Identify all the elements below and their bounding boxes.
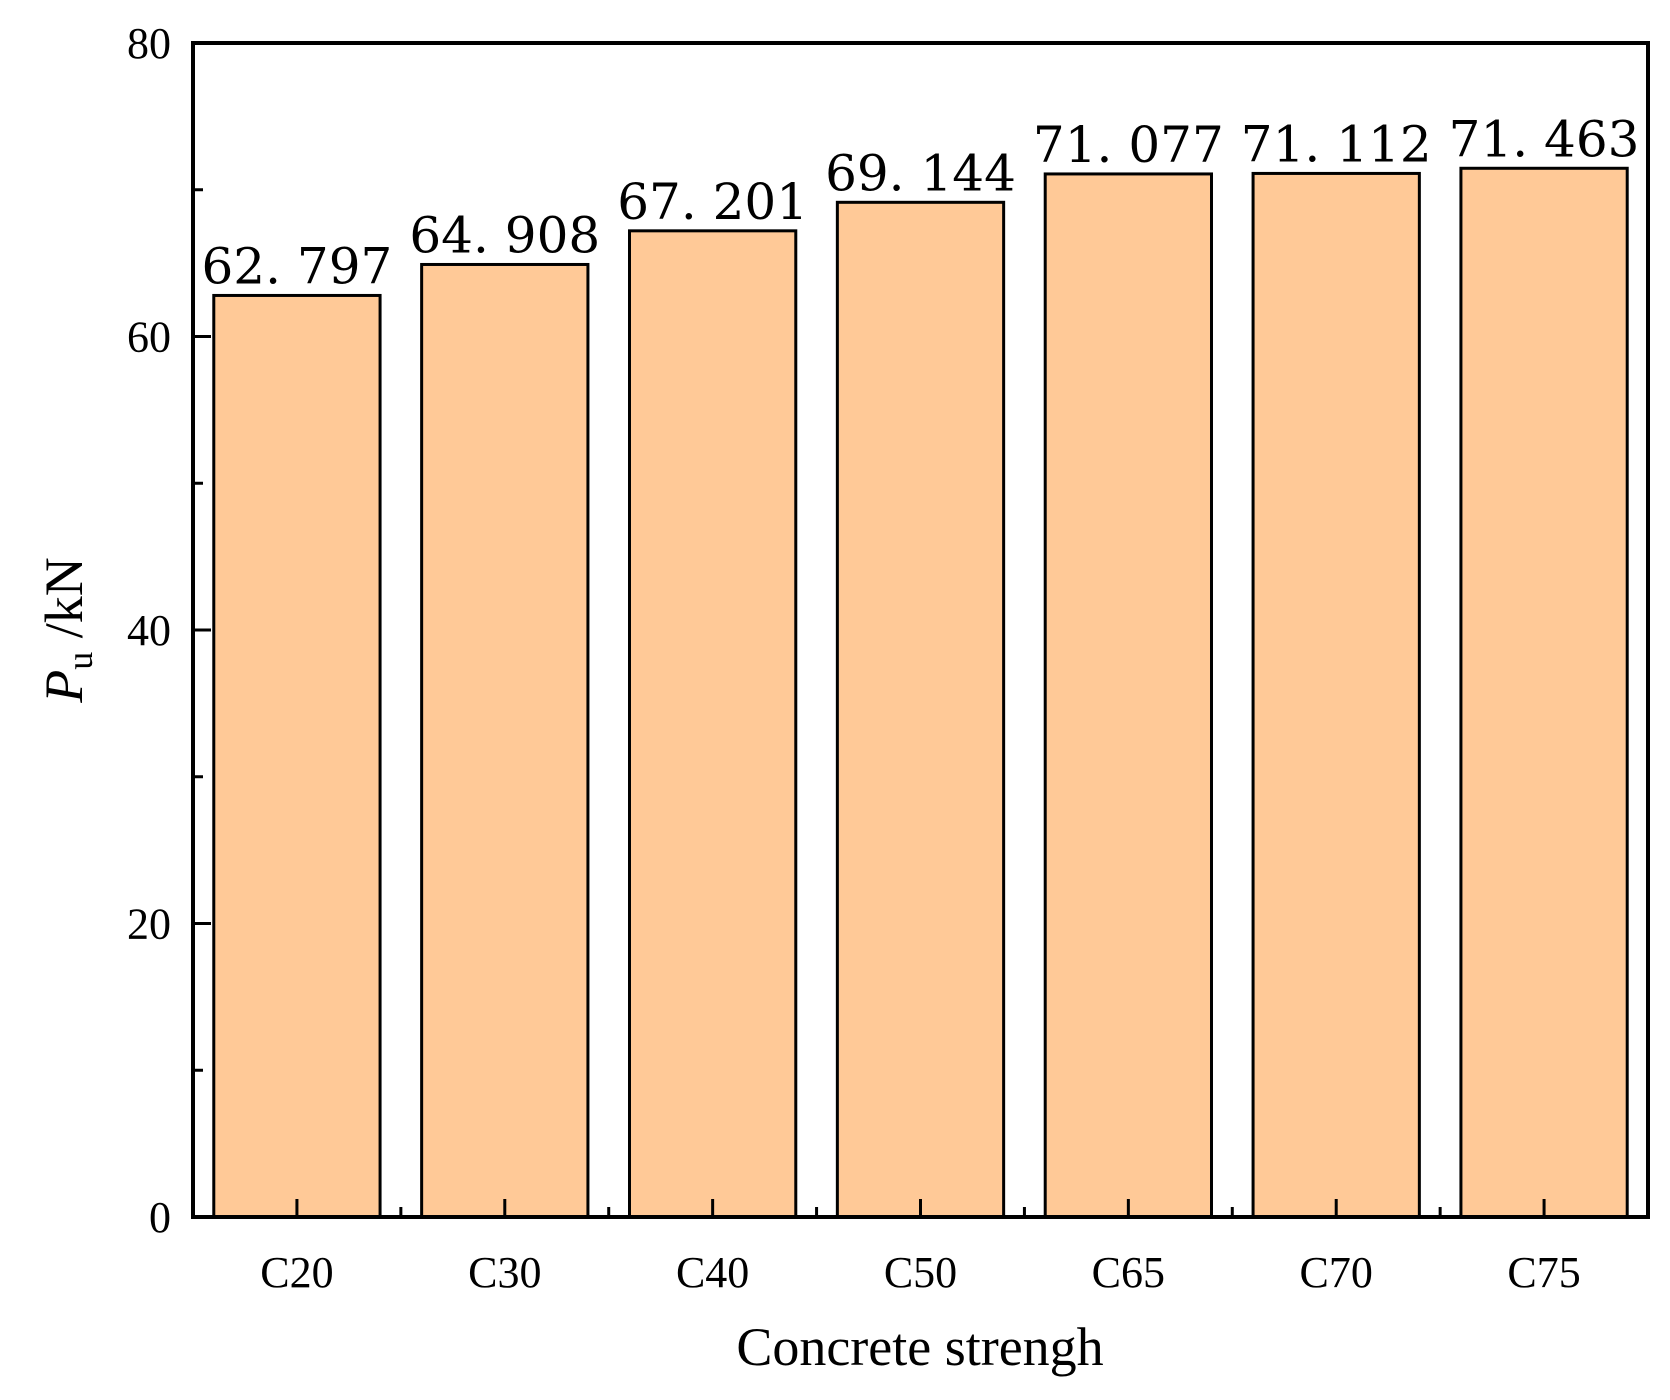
bar-c70 [1251,171,1421,1219]
x-tick-label-c65: C65 [1092,1248,1165,1297]
y-axis-subscript: u [60,652,100,670]
y-axis-symbol: P [34,670,94,704]
data-label-c30: 64. 908 [409,206,600,264]
x-tick-label-c70: C70 [1300,1248,1373,1297]
y-axis-unit: /kN [34,557,94,652]
y-tick-label-80: 80 [127,19,171,68]
bar-c50 [835,200,1006,1219]
bar-c65 [1043,172,1213,1219]
data-label-c65: 71. 077 [1033,116,1224,174]
value-labels: 62. 797 64. 908 67. 201 69. 144 71. 077 71. 1… [201,110,1639,295]
bar-c40 [628,229,798,1219]
x-tick-label-c75: C75 [1507,1248,1580,1297]
x-tick-label-c40: C40 [676,1248,749,1297]
bar-c20 [212,293,382,1219]
data-label-c50: 69. 144 [825,144,1016,202]
x-axis-ticks: C20 C30 C40 C50 C65 C70 C75 [191,1199,1650,1297]
y-axis-ticks: 0 20 40 60 80 [127,19,211,1242]
y-tick-label-20: 20 [127,900,171,949]
bar-c75 [1459,166,1629,1219]
y-axis-title: Pu /kN [34,557,100,704]
x-tick-label-c20: C20 [260,1248,333,1297]
data-label-c20: 62. 797 [201,237,392,295]
bars [212,166,1629,1219]
x-axis-title: Concrete strengh [736,1317,1103,1377]
x-tick-label-c30: C30 [468,1248,541,1297]
data-label-c75: 71. 463 [1449,110,1640,168]
y-tick-label-0: 0 [149,1193,171,1242]
x-tick-label-c50: C50 [884,1248,957,1297]
y-tick-label-60: 60 [127,313,171,362]
y-tick-label-40: 40 [127,606,171,655]
data-label-c40: 67. 201 [617,173,808,231]
bar-c30 [420,262,590,1219]
data-label-c70: 71. 112 [1241,115,1432,173]
